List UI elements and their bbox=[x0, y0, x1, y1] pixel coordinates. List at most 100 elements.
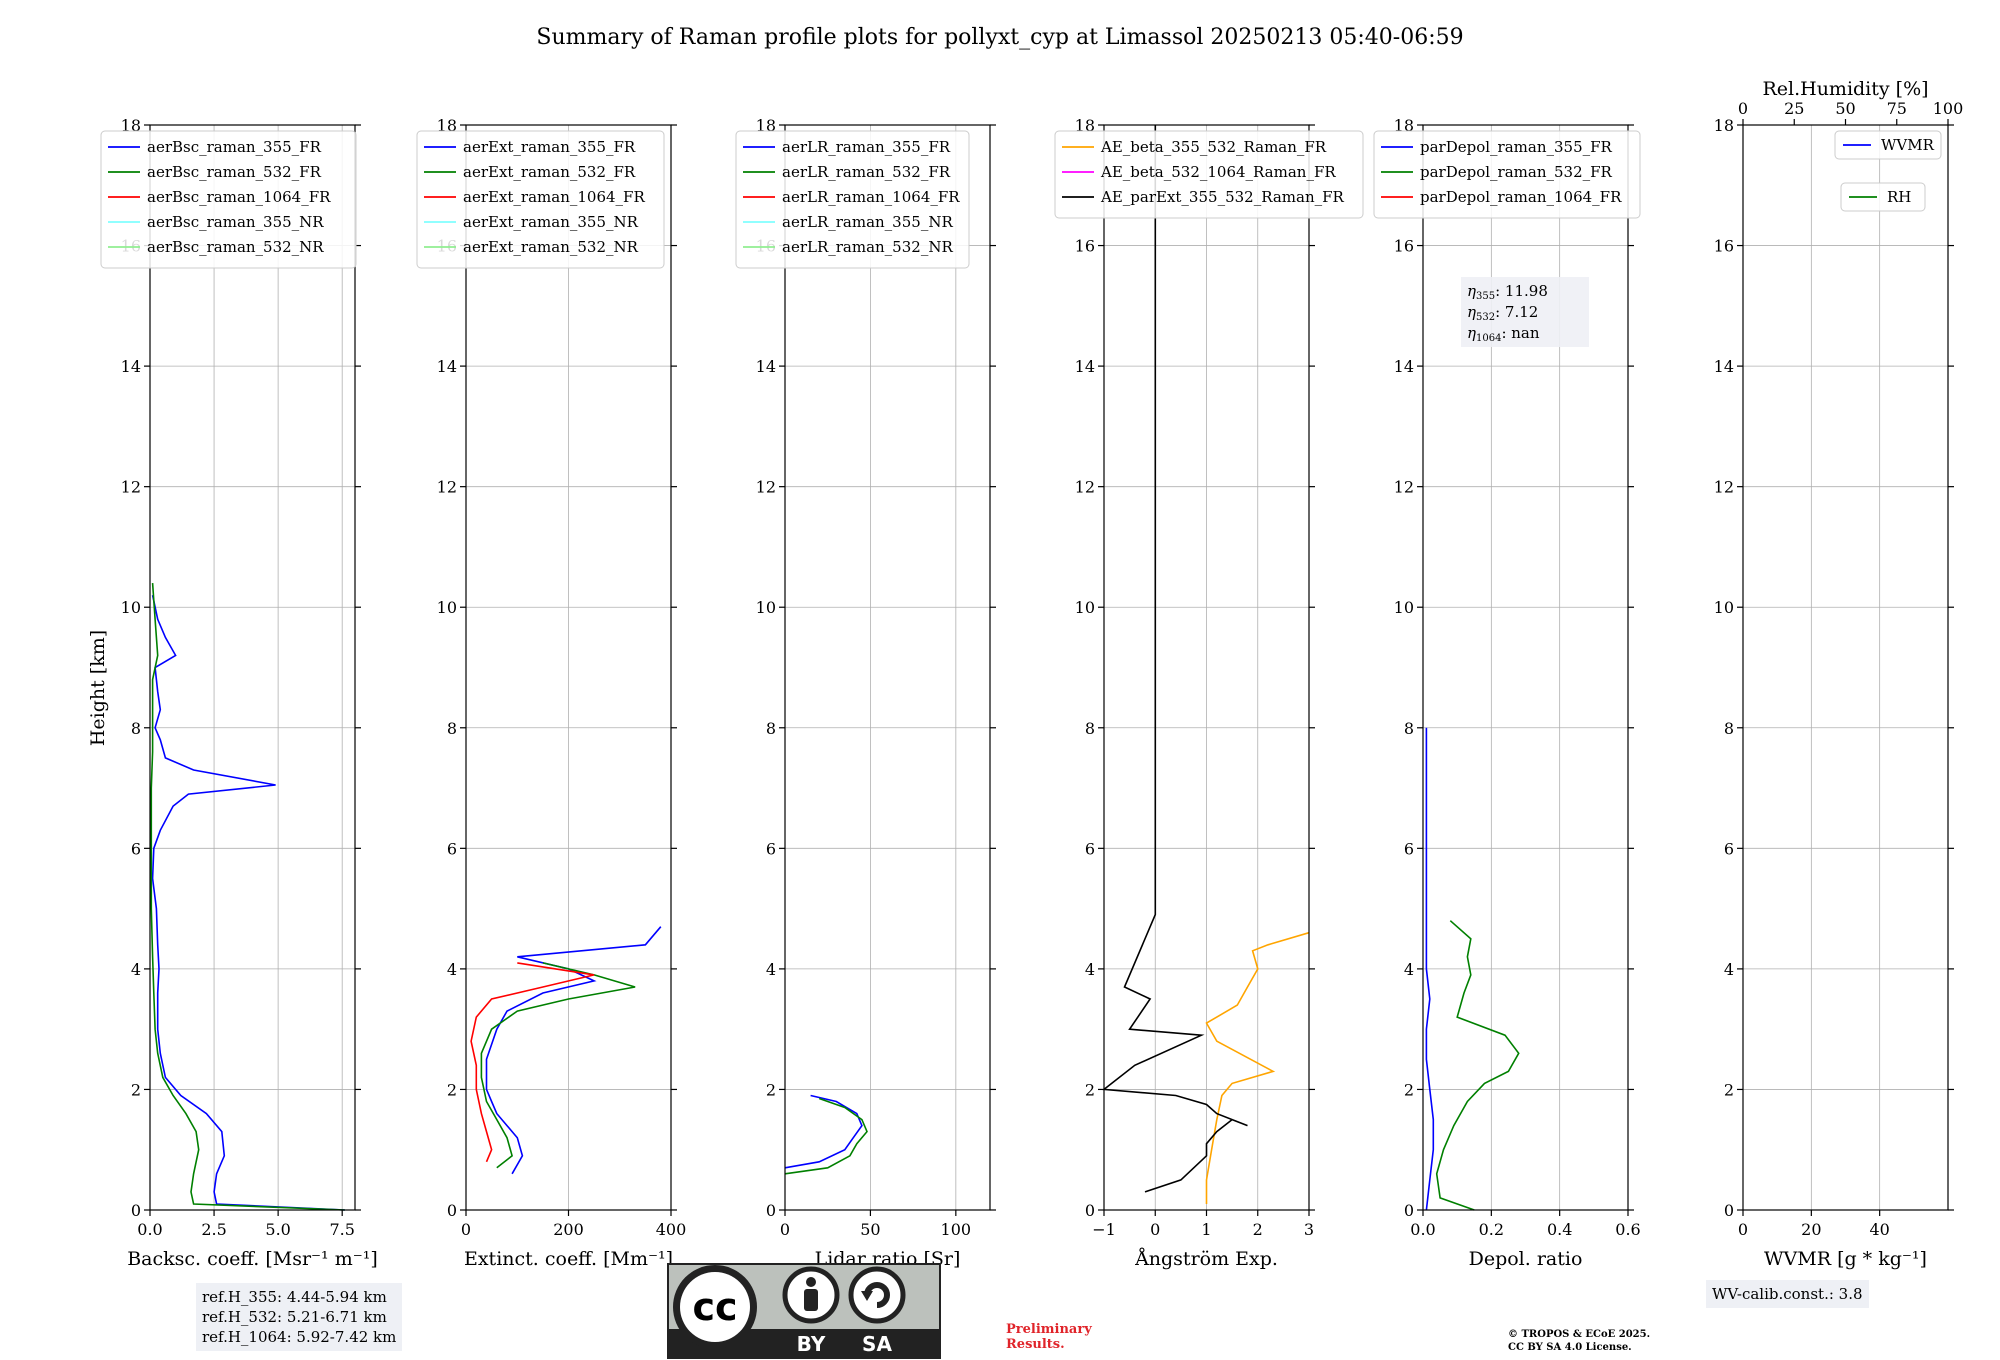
x-tick-label: 0.2 bbox=[1479, 1220, 1504, 1239]
y-tick-label: 8 bbox=[1085, 719, 1095, 738]
cc-license-logo: cc BY SA bbox=[667, 1263, 941, 1359]
y-tick-label: 2 bbox=[447, 1080, 457, 1099]
y-tick-label: 18 bbox=[437, 116, 457, 135]
legend-box bbox=[1054, 130, 1364, 219]
y-tick-label: 12 bbox=[121, 478, 141, 497]
x-axis-label: Backsc. coeff. [Msr⁻¹ m⁻¹] bbox=[127, 1248, 378, 1270]
legend-label: WVMR bbox=[1881, 136, 1935, 154]
axes-frame bbox=[149, 124, 356, 1211]
y-tick-label: 2 bbox=[1404, 1080, 1414, 1099]
y-tick-label: 14 bbox=[121, 357, 141, 376]
x-tick-label: 0.0 bbox=[1410, 1220, 1435, 1239]
panel-3: 024681012141618050100Lidar ratio [Sr]aer… bbox=[735, 116, 996, 1270]
x-tick-label: −1 bbox=[1092, 1220, 1116, 1239]
series-line-AE_beta_355_532_Raman_FR bbox=[1205, 931, 1310, 1204]
y-tick-label: 8 bbox=[131, 719, 141, 738]
y-tick-label: 8 bbox=[1724, 719, 1734, 738]
sa-sharealike-icon bbox=[848, 1266, 906, 1324]
legend-label: aerExt_raman_355_NR bbox=[463, 213, 639, 231]
y-tick-label: 0 bbox=[766, 1201, 776, 1220]
x-tick-label: 1 bbox=[1201, 1220, 1211, 1239]
series-line-AE_parExt_355_532_Raman_FR bbox=[1101, 125, 1248, 1193]
legend-label: AE_beta_532_1064_Raman_FR bbox=[1100, 163, 1336, 181]
y-tick-label: 6 bbox=[447, 839, 457, 858]
x-tick-label: 20 bbox=[1801, 1220, 1821, 1239]
y-tick-label: 18 bbox=[121, 116, 141, 135]
series-line-parDepol_raman_355_FR bbox=[1425, 727, 1435, 1211]
eta-annotation: η532: 7.12 bbox=[1467, 303, 1538, 323]
by-label: BY bbox=[797, 1332, 826, 1356]
y-tick-label: 10 bbox=[1714, 598, 1734, 617]
x-tick-label: 0 bbox=[1150, 1220, 1160, 1239]
series-line-aerExt_raman_1064_FR bbox=[470, 962, 595, 1163]
y-tick-label: 10 bbox=[1394, 598, 1414, 617]
legend-label: aerLR_raman_532_NR bbox=[782, 238, 953, 256]
y-tick-label: 4 bbox=[131, 960, 141, 979]
y-tick-label: 0 bbox=[1724, 1201, 1734, 1220]
y-tick-label: 18 bbox=[1075, 116, 1095, 135]
preliminary-results-note: Preliminary Results. bbox=[1006, 1322, 1092, 1352]
y-tick-label: 16 bbox=[1394, 237, 1414, 256]
x-tick-label: 400 bbox=[656, 1220, 687, 1239]
cc-mark-text: cc bbox=[692, 1285, 737, 1329]
legend-label: parDepol_raman_1064_FR bbox=[1420, 188, 1622, 206]
y-tick-label: 18 bbox=[1394, 116, 1414, 135]
y-tick-label: 10 bbox=[437, 598, 457, 617]
preliminary-line-1: Preliminary bbox=[1006, 1322, 1092, 1337]
x-tick-label: 100 bbox=[941, 1220, 972, 1239]
y-tick-label: 6 bbox=[766, 839, 776, 858]
y-tick-label: 2 bbox=[131, 1080, 141, 1099]
y-tick-label: 8 bbox=[1404, 719, 1414, 738]
y-tick-label: 14 bbox=[1394, 357, 1414, 376]
legend-box bbox=[735, 130, 970, 269]
y-tick-label: 4 bbox=[1085, 960, 1095, 979]
reference-height-box: ref.H_355: 4.44-5.94 km ref.H_532: 5.21-… bbox=[196, 1283, 403, 1351]
eta-annotation-box bbox=[1461, 277, 1589, 347]
y-tick-label: 2 bbox=[1724, 1080, 1734, 1099]
series-line-aerBsc_raman_532_FR bbox=[150, 583, 345, 1211]
series-line-aerBsc_raman_355_FR bbox=[151, 595, 345, 1211]
x-tick-label: 0 bbox=[461, 1220, 471, 1239]
y-tick-label: 14 bbox=[756, 357, 776, 376]
copyright-note: © TROPOS & ECoE 2025. CC BY SA 4.0 Licen… bbox=[1508, 1328, 1650, 1354]
x-axis-label: Ångström Exp. bbox=[1134, 1248, 1278, 1270]
axes-frame bbox=[1742, 124, 1949, 1211]
y-tick-label: 12 bbox=[756, 478, 776, 497]
legend-box bbox=[1840, 182, 1926, 212]
legend-label: parDepol_raman_532_FR bbox=[1420, 163, 1613, 181]
legend-label: aerBsc_raman_1064_FR bbox=[147, 188, 331, 206]
top-x-tick-label: 0 bbox=[1738, 99, 1748, 118]
y-tick-label: 0 bbox=[131, 1201, 141, 1220]
x-tick-label: 200 bbox=[553, 1220, 584, 1239]
series-line-aerLR_raman_532_FR bbox=[784, 1097, 868, 1175]
legend-label: aerExt_raman_1064_FR bbox=[463, 188, 645, 206]
legend-box bbox=[416, 130, 665, 269]
y-tick-label: 8 bbox=[766, 719, 776, 738]
y-tick-label: 10 bbox=[121, 598, 141, 617]
x-tick-label: 0.6 bbox=[1615, 1220, 1640, 1239]
x-tick-label: 5.0 bbox=[265, 1220, 290, 1239]
series-line-aerExt_raman_532_FR bbox=[480, 962, 636, 1169]
panel-2: 0246810121416180200400Extinct. coeff. [M… bbox=[416, 116, 687, 1270]
top-x-axis-label: Rel.Humidity [%] bbox=[1762, 78, 1928, 100]
x-axis-label: WVMR [g * kg⁻¹] bbox=[1764, 1248, 1927, 1270]
legend-label: parDepol_raman_355_FR bbox=[1420, 138, 1613, 156]
legend-label: aerBsc_raman_532_FR bbox=[147, 163, 322, 181]
y-tick-label: 0 bbox=[1404, 1201, 1414, 1220]
legend-box bbox=[1834, 130, 1942, 160]
y-tick-label: 12 bbox=[437, 478, 457, 497]
legend-label: aerLR_raman_1064_FR bbox=[782, 188, 960, 206]
top-x-tick-label: 25 bbox=[1784, 99, 1804, 118]
top-x-tick-label: 75 bbox=[1887, 99, 1907, 118]
preliminary-line-2: Results. bbox=[1006, 1337, 1065, 1352]
legend-label: AE_parExt_355_532_Raman_FR bbox=[1100, 188, 1345, 206]
legend-label: aerExt_raman_532_FR bbox=[463, 163, 636, 181]
x-axis-label: Depol. ratio bbox=[1469, 1248, 1583, 1270]
legend-label: aerExt_raman_355_FR bbox=[463, 138, 636, 156]
y-tick-label: 8 bbox=[447, 719, 457, 738]
figure-title: Summary of Raman profile plots for polly… bbox=[536, 25, 1463, 50]
height-axis-label: Height [km] bbox=[87, 630, 109, 746]
